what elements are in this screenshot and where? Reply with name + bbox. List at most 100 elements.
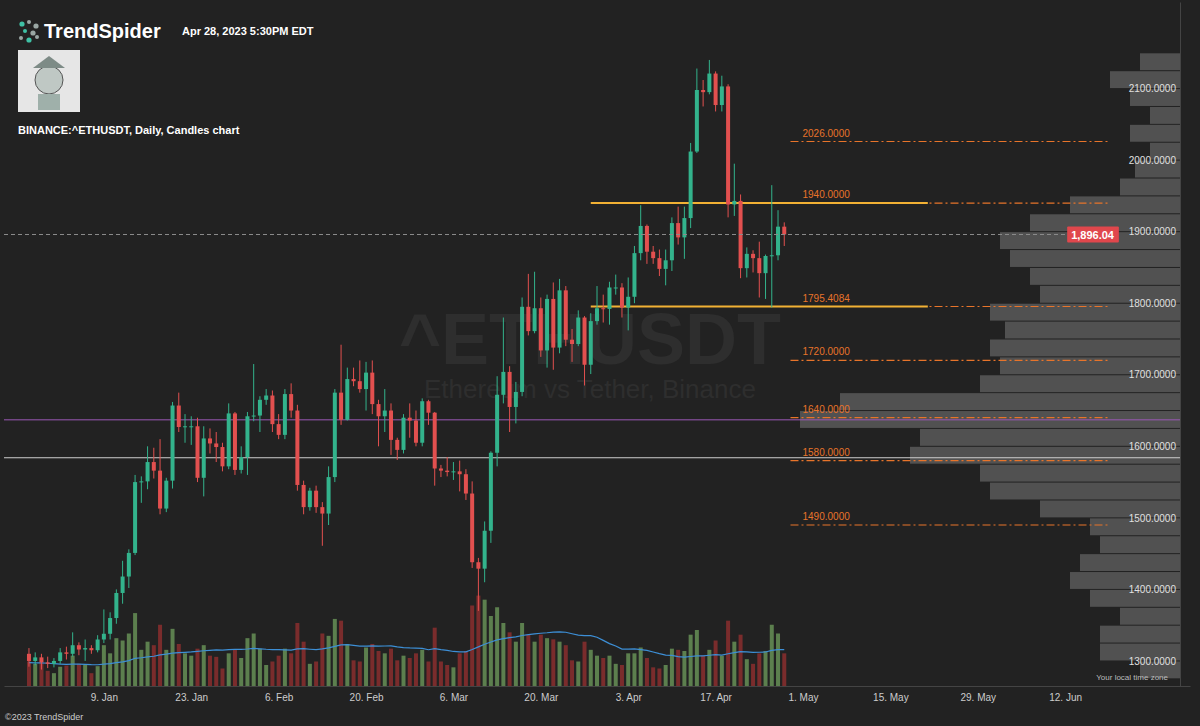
volume-bar — [614, 664, 618, 686]
volume-bar — [52, 673, 56, 686]
volume-bar — [764, 651, 768, 686]
volume-profile-bar — [1100, 626, 1180, 643]
watermark-subtitle: Ethereum vs Tether, Binance — [424, 374, 756, 404]
candle-body — [676, 223, 680, 237]
horizontal-line — [4, 457, 1180, 458]
x-tick: 23. Jan — [175, 686, 208, 703]
candle-body — [745, 254, 749, 268]
candle-body — [295, 411, 299, 485]
volume-profile-bar — [1120, 179, 1180, 196]
candle-body — [714, 74, 718, 105]
volume-bar — [745, 659, 749, 686]
volume-average-line — [29, 632, 784, 665]
volume-bar — [533, 642, 537, 686]
volume-bar — [164, 650, 168, 686]
y-axis: 1300.00001400.00001500.00001600.00001700… — [1129, 3, 1181, 687]
chart: ^ETHUSDTEthereum vs Tether, Binance2026.… — [0, 0, 1200, 726]
candle-wick — [353, 368, 354, 387]
logo-dot — [26, 37, 31, 42]
x-axis: 9. Jan23. Jan6. Feb20. Feb6. Mar20. Mar3… — [5, 686, 1191, 703]
x-tick: 20. Feb — [350, 686, 384, 703]
timezone-note: Your local time zone — [1096, 673, 1168, 682]
volume-bar — [520, 623, 524, 686]
y-tick: 2100.0000 — [1129, 83, 1180, 94]
candle-wick — [85, 639, 86, 660]
volume-bar — [189, 656, 193, 686]
logo-dot — [19, 36, 23, 40]
volume-profile-bar — [990, 483, 1180, 500]
candle-body — [127, 553, 131, 577]
volume-bar — [701, 656, 705, 686]
volume-profile-bar — [1010, 250, 1180, 267]
candle-body — [377, 404, 381, 416]
volume-bar — [308, 664, 312, 686]
volume-bar — [514, 642, 518, 686]
volume-bar — [171, 629, 175, 686]
volume-bar — [121, 641, 125, 687]
volume-bar — [58, 667, 62, 686]
key-level-line — [591, 306, 928, 308]
candle-body — [645, 226, 649, 252]
volume-bar — [64, 666, 68, 686]
background — [0, 0, 1200, 726]
candle-wick — [615, 275, 616, 295]
candle-body — [420, 401, 424, 442]
candle-body — [576, 318, 580, 344]
level-line — [791, 524, 1109, 525]
volume-bar — [545, 638, 549, 686]
candle-body — [64, 652, 68, 653]
x-tick: 29. May — [960, 686, 996, 703]
last-price-label: 1,896.04 — [1071, 229, 1115, 241]
volume-bar — [383, 653, 387, 686]
candle-body — [695, 90, 699, 152]
candle-body — [782, 227, 786, 235]
volume-bar — [589, 650, 593, 686]
candle-body — [701, 90, 705, 92]
x-tick-label: 17. Apr — [700, 692, 732, 703]
volume-bar — [595, 656, 599, 686]
candle-body — [108, 618, 112, 634]
candle-body — [651, 252, 655, 258]
candle-body — [245, 416, 249, 457]
volume-profile-bar — [1140, 53, 1180, 70]
candle-wick — [216, 432, 217, 462]
last-price-line — [4, 234, 1065, 235]
candle-body — [401, 418, 405, 450]
candle-body — [726, 86, 730, 204]
x-tick-label: 20. Feb — [350, 692, 384, 703]
volume-profile-bar — [1030, 268, 1180, 285]
volume-bar — [620, 665, 624, 686]
x-tick-label: 1. May — [788, 692, 818, 703]
header: TrendSpiderApr 28, 2023 5:30PM EDTBINANC… — [18, 20, 314, 136]
volume-bar — [526, 635, 530, 686]
candle-body — [252, 416, 256, 417]
level-line — [791, 460, 1109, 461]
volume-bar — [757, 653, 761, 686]
logo-dot — [30, 30, 35, 35]
candle-body — [208, 438, 212, 443]
candle-body — [202, 438, 206, 477]
candle-body — [520, 307, 524, 392]
volume-bar — [389, 649, 393, 686]
candle-body — [308, 491, 312, 507]
timestamp: Apr 28, 2023 5:30PM EDT — [182, 25, 314, 37]
candle-body — [439, 468, 443, 470]
volume-bar — [252, 634, 256, 687]
volume-bar — [239, 658, 243, 686]
candle-body — [102, 634, 106, 640]
copyright: ©2023 TrendSpider — [5, 712, 83, 722]
level-label: 1720.0000 — [803, 346, 851, 357]
candle-body — [177, 406, 181, 427]
x-tick: 17. Apr — [700, 686, 732, 703]
candle-body — [414, 421, 418, 443]
y-tick: 1600.0000 — [1129, 441, 1180, 452]
volume-bar — [607, 656, 611, 686]
volume-bar — [782, 653, 786, 686]
y-tick-label: 1700.0000 — [1129, 369, 1177, 380]
candle-body — [96, 639, 100, 650]
volume-profile-bar — [1070, 196, 1180, 213]
candle-body — [776, 227, 780, 256]
y-tick-label: 1400.0000 — [1129, 584, 1177, 595]
volume-bar — [233, 650, 237, 686]
volume-bar — [558, 642, 562, 686]
